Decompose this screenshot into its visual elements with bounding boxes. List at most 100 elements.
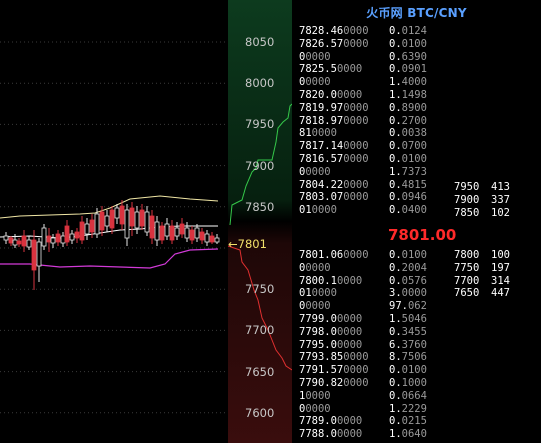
summary-qty: 197: [491, 261, 510, 274]
candle-body: [104, 215, 110, 227]
order-amount-int: 1.: [389, 402, 402, 415]
bid-row: 7789.00000 0.0215: [292, 415, 541, 427]
ask-row: 7819.970000 0.8900: [292, 102, 541, 114]
order-amount-int: 0.: [389, 37, 402, 50]
order-price: 810000: [299, 127, 337, 139]
order-amount-frac: 0576: [401, 274, 427, 287]
order-price: 7795.00000: [299, 339, 362, 351]
order-amount-int: 1.: [389, 89, 402, 101]
candlestick-chart[interactable]: [0, 0, 228, 443]
ask-row: 810000 0.0038: [292, 127, 541, 139]
order-price-int: 7801.06: [299, 249, 344, 261]
bid-summary-row: 7800 100: [292, 249, 541, 261]
order-price-int: 7820.0: [299, 89, 337, 101]
order-price-frac: 0000: [336, 415, 363, 428]
order-amount-frac: 6390: [401, 50, 427, 63]
candle-body: [174, 227, 180, 237]
candle-body: [159, 225, 165, 241]
candle-body: [74, 231, 80, 239]
order-amount-int: 0.: [389, 191, 402, 204]
order-price: 7788.00000: [299, 428, 362, 440]
candle-body: [16, 240, 22, 245]
order-price: 7816.570000: [299, 153, 369, 165]
candle-body: [109, 209, 115, 229]
order-price: 00000: [299, 166, 331, 178]
candle-body: [64, 225, 70, 243]
order-amount: 0.0215: [389, 415, 427, 427]
order-price: 7825.50000: [299, 63, 362, 75]
order-price: 010000: [299, 287, 337, 299]
ask-summary-row: 7950 413: [292, 181, 541, 193]
order-amount-int: 0.: [389, 140, 402, 153]
order-price: 7789.00000: [299, 415, 362, 427]
bid-row: 7799.00000 1.5046: [292, 313, 541, 325]
candle-body: [139, 209, 145, 227]
arrow-left-icon: ←: [228, 237, 238, 251]
summary-qty: 100: [491, 249, 510, 261]
order-amount: 0.0038: [389, 127, 427, 139]
bid-depth-line: [229, 103, 292, 226]
lower-band-line: [0, 248, 219, 269]
order-amount-int: 3.: [389, 287, 402, 300]
order-amount-frac: 8900: [401, 101, 427, 114]
order-amount-frac: 0124: [401, 25, 427, 37]
order-amount: 0.8900: [389, 102, 427, 114]
candle-body: [194, 227, 200, 239]
ask-row: 7818.970000 0.2700: [292, 115, 541, 127]
candle-body: [179, 223, 185, 235]
axis-tick-label: 7650: [245, 364, 275, 379]
order-amount-frac: 0640: [401, 428, 427, 441]
order-amount: 0.3455: [389, 326, 427, 338]
order-amount: 1.2229: [389, 403, 427, 415]
order-price-frac: 0000: [343, 249, 369, 261]
order-price-int: 7817.14: [299, 140, 344, 153]
order-amount: 0.0124: [389, 25, 427, 37]
order-amount: 0.1000: [389, 377, 427, 389]
order-amount-int: 6.: [389, 338, 402, 351]
order-amount: 1.1498: [389, 89, 427, 101]
order-price-frac: 0000: [336, 325, 363, 338]
order-amount: 0.0576: [389, 275, 427, 287]
ask-row: 7825.50000 0.0901: [292, 63, 541, 75]
order-amount-int: 0.: [389, 153, 402, 165]
order-price-frac: 0000: [311, 204, 337, 217]
order-amount: 6.3760: [389, 339, 427, 351]
candle-body: [31, 239, 37, 271]
order-price: 7804.220000: [299, 179, 369, 191]
last-price: 7801.00: [388, 226, 457, 244]
bid-row: 00000 0.2004: [292, 262, 541, 274]
candle-body: [3, 235, 9, 241]
order-price: 7799.00000: [299, 313, 362, 325]
order-price-frac: 0000: [343, 191, 369, 204]
ask-row: 00000 1.4000: [292, 76, 541, 88]
candle-body: [50, 237, 56, 244]
candle-body: [79, 221, 85, 241]
order-price: 7803.070000: [299, 191, 369, 203]
order-price-int: 7816.57: [299, 153, 344, 165]
ask-row: 7820.00000 1.1498: [292, 89, 541, 101]
axis-tick-label: 8000: [245, 76, 275, 91]
order-price: 7790.820000: [299, 377, 369, 389]
order-amount: 1.7373: [389, 166, 427, 178]
candle-body: [204, 233, 210, 243]
candle-body: [144, 211, 150, 233]
candle-body: [169, 225, 175, 241]
order-amount-int: 0.: [389, 25, 402, 37]
axis-tick-label: 8050: [245, 35, 275, 49]
order-price-frac: 0000: [343, 364, 369, 377]
candle-body: [209, 235, 215, 243]
order-price-frac: 0000: [343, 377, 369, 389]
order-price-frac: 0000: [343, 351, 369, 364]
order-price-int: 01: [299, 204, 312, 217]
order-price-frac: 0000: [343, 140, 369, 153]
depth-chart: 8050 8000 7950 7900 7850 7750 7700 7650 7600 ←78…: [228, 0, 292, 443]
order-amount: 0.0100: [389, 38, 427, 50]
order-price-frac: 0000: [343, 114, 369, 127]
candle-body: [164, 223, 170, 237]
order-amount: 1.0640: [389, 428, 427, 440]
order-price-int: 7793.85: [299, 351, 344, 364]
order-price: 7791.570000: [299, 364, 369, 376]
summary-price: 7900: [454, 193, 480, 206]
order-amount-int: 0.: [389, 63, 402, 76]
bid-row: 10000 0.0664: [292, 390, 541, 402]
